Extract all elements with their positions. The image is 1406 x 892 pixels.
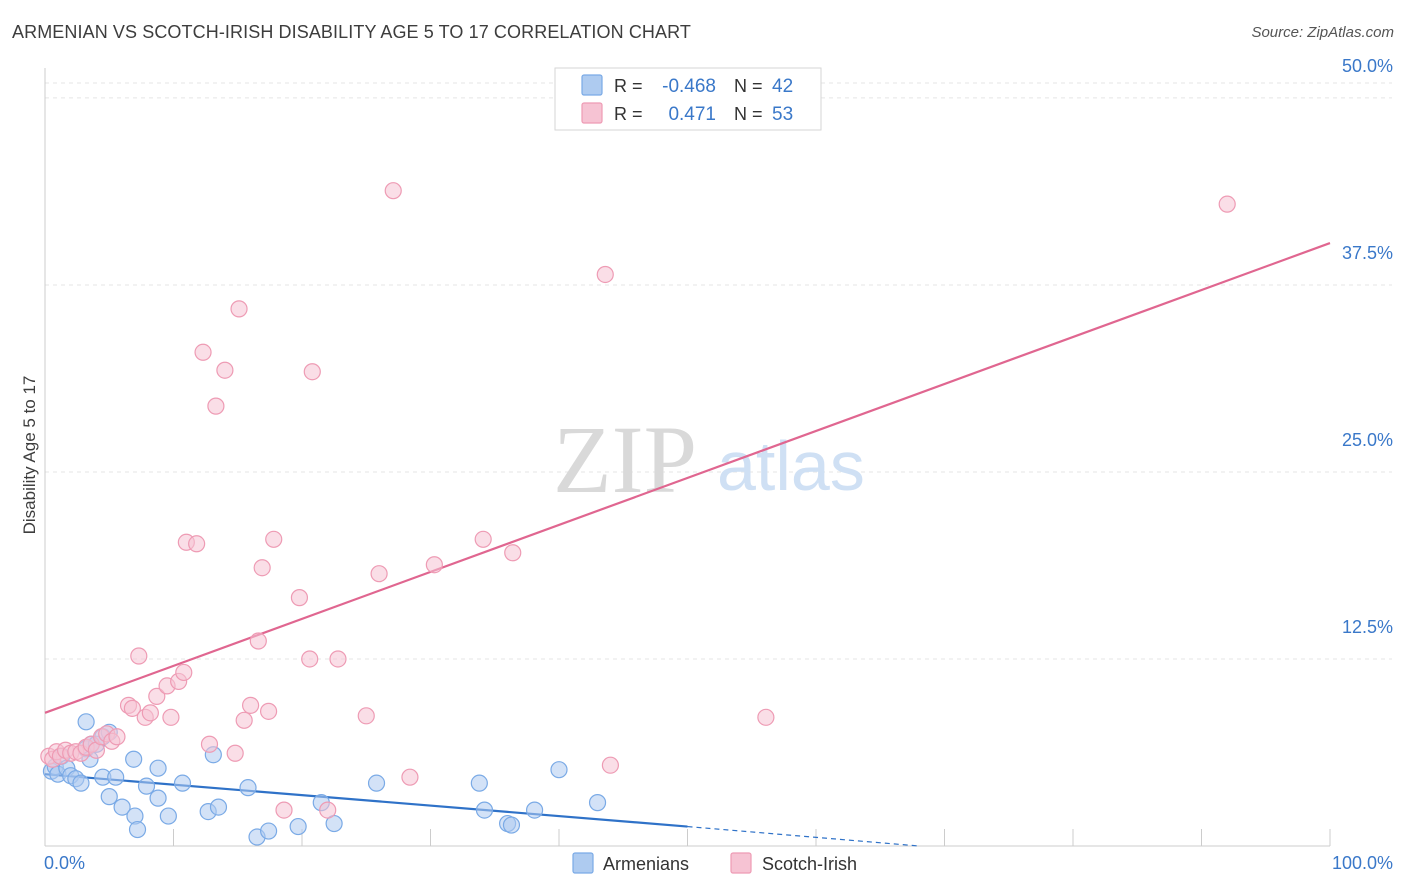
point-armenians <box>77 713 95 731</box>
y-tick-label: 50.0% <box>1342 56 1393 76</box>
point-scotch-irish <box>757 708 775 726</box>
point-armenians <box>128 820 147 839</box>
point-scotch-irish <box>290 589 309 607</box>
legend-box: R = -0.468 N = 42 R = 0.471 N = 53 <box>554 67 822 131</box>
bottom-legend: Armenians Scotch-Irish <box>572 852 857 874</box>
point-armenians <box>259 822 278 840</box>
point-armenians <box>525 801 544 819</box>
point-scotch-irish <box>162 708 180 726</box>
point-scotch-irish <box>370 565 388 583</box>
point-scotch-irish <box>253 559 271 577</box>
point-armenians <box>475 801 494 819</box>
point-armenians <box>113 798 131 816</box>
point-armenians <box>72 774 90 792</box>
point-armenians <box>149 789 167 807</box>
x-tick-label: 0.0% <box>44 853 85 873</box>
point-armenians <box>367 774 386 792</box>
point-scotch-irish <box>207 397 225 415</box>
point-scotch-irish <box>216 361 234 379</box>
watermark-atlas: atlas <box>717 427 865 505</box>
point-armenians <box>239 779 257 797</box>
y-tick-labels: 12.5% 25.0% 37.5% 50.0% <box>1342 56 1393 637</box>
point-scotch-irish <box>188 535 206 553</box>
point-armenians <box>209 798 228 816</box>
legend-r-value: 0.471 <box>668 104 716 125</box>
point-scotch-irish <box>474 530 492 548</box>
trend-line-extension-armenians <box>687 825 919 847</box>
source-label: Source: ZipAtlas.com <box>1251 24 1394 41</box>
bottom-legend-swatch-armenians <box>572 852 594 874</box>
point-armenians <box>107 768 125 786</box>
legend-r-label: R = <box>614 76 643 96</box>
point-scotch-irish <box>504 544 522 562</box>
point-armenians <box>137 777 156 795</box>
point-armenians <box>289 817 307 836</box>
point-scotch-irish <box>1218 195 1236 213</box>
point-scotch-irish <box>235 711 253 729</box>
point-armenians <box>470 774 488 792</box>
point-scotch-irish <box>303 363 321 381</box>
point-armenians <box>588 794 607 812</box>
x-tick-label: 100.0% <box>1332 853 1393 873</box>
point-scotch-irish <box>249 632 267 650</box>
bottom-legend-swatch-scotch-irish <box>730 852 752 874</box>
point-scotch-irish <box>319 801 337 819</box>
point-scotch-irish <box>425 556 443 574</box>
point-scotch-irish <box>141 704 159 722</box>
bottom-legend-armenians: Armenians <box>603 854 689 874</box>
point-scotch-irish <box>148 687 166 705</box>
gridlines <box>45 82 1392 660</box>
y-tick-label: 25.0% <box>1342 430 1393 450</box>
data-points <box>40 182 1236 846</box>
point-armenians <box>159 807 177 825</box>
point-scotch-irish <box>242 696 260 714</box>
legend-n-label: N = <box>734 104 763 124</box>
point-scotch-irish <box>357 707 375 725</box>
bottom-legend-scotch-irish: Scotch-Irish <box>762 854 857 874</box>
point-scotch-irish <box>175 663 193 682</box>
x-tick-labels: 0.0% 100.0% <box>44 853 1393 873</box>
watermark-zip: ZIP <box>553 406 697 513</box>
point-scotch-irish <box>226 744 244 762</box>
chart-title: ARMENIAN VS SCOTCH-IRISH DISABILITY AGE … <box>12 22 691 42</box>
point-armenians <box>173 774 192 792</box>
y-tick-label: 37.5% <box>1342 243 1393 263</box>
point-scotch-irish <box>384 182 402 200</box>
point-scotch-irish <box>265 530 283 548</box>
legend-r-label: R = <box>614 104 643 124</box>
legend-n-value: 42 <box>772 76 793 97</box>
point-scotch-irish <box>401 768 419 786</box>
y-tick-label: 12.5% <box>1342 617 1393 637</box>
point-armenians <box>149 759 167 777</box>
point-scotch-irish <box>230 300 248 318</box>
point-armenians <box>125 750 143 768</box>
point-scotch-irish <box>130 647 148 665</box>
legend-swatch-armenians <box>581 74 603 96</box>
legend-swatch-scotch-irish <box>581 102 603 124</box>
point-scotch-irish <box>194 343 212 361</box>
point-armenians <box>550 761 568 779</box>
legend-n-label: N = <box>734 76 763 96</box>
point-scotch-irish <box>301 650 319 668</box>
point-scotch-irish <box>123 699 141 717</box>
point-scotch-irish <box>259 702 278 720</box>
legend-n-value: 53 <box>772 104 793 125</box>
point-scotch-irish <box>596 265 614 284</box>
point-scotch-irish <box>275 801 293 819</box>
legend-r-value: -0.468 <box>662 76 716 97</box>
point-armenians <box>502 816 521 834</box>
point-scotch-irish <box>601 756 620 774</box>
point-armenians <box>100 788 118 806</box>
point-scotch-irish <box>108 728 126 746</box>
point-scotch-irish <box>329 650 347 668</box>
point-scotch-irish <box>200 735 219 753</box>
